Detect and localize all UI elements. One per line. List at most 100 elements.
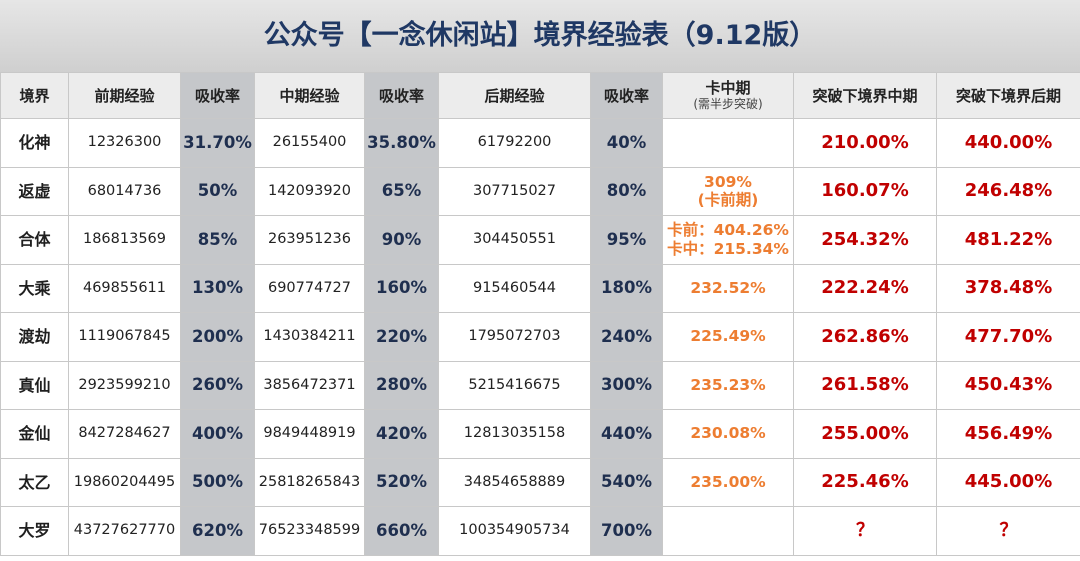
row: 太乙 19860204495 500% 25818265843 520% 34854658…: [0, 457, 1080, 507]
cell: 160%: [364, 263, 439, 313]
cell: 61792200: [438, 118, 591, 168]
cell: 大罗: [0, 506, 69, 556]
cell: 金仙: [0, 409, 69, 459]
cell: 35.80%: [364, 118, 439, 168]
cell: 95%: [590, 215, 663, 265]
cell: 160.07%: [793, 166, 937, 216]
cell: [662, 506, 794, 556]
cell: 3856472371: [254, 360, 365, 410]
cell: 440.00%: [936, 118, 1080, 168]
row: 返虚 68014736 50% 142093920 65% 307715027 80% 309…: [0, 166, 1080, 216]
title: 公众号【一念休闲站】境界经验表（9.12版）: [0, 0, 1080, 72]
cell: 200%: [180, 312, 255, 362]
cell-line: (需半步突破): [693, 97, 763, 112]
cell: 9849448919: [254, 409, 365, 459]
cell: 1795072703: [438, 312, 591, 362]
cell: 186813569: [68, 215, 181, 265]
cell: 469855611: [68, 263, 181, 313]
cell: [662, 118, 794, 168]
cell: 477.70%: [936, 312, 1080, 362]
row: 合体 186813569 85% 263951236 90% 304450551 95% 卡前…: [0, 215, 1080, 265]
cell: 220%: [364, 312, 439, 362]
cell: 12813035158: [438, 409, 591, 459]
header-cell: 卡中期 (需半步突破): [662, 72, 794, 119]
cell: 232.52%: [662, 263, 794, 313]
cell: 690774727: [254, 263, 365, 313]
cell: 915460544: [438, 263, 591, 313]
header-cell: 吸收率: [180, 72, 255, 119]
cell: 540%: [590, 457, 663, 507]
cell: 太乙: [0, 457, 69, 507]
cell: 235.23%: [662, 360, 794, 410]
cell: 25818265843: [254, 457, 365, 507]
cell: 65%: [364, 166, 439, 216]
cell: 真仙: [0, 360, 69, 410]
row: 大罗 43727627770 620% 76523348599 660% 10035490…: [0, 506, 1080, 556]
cell: 12326300: [68, 118, 181, 168]
cell: 230.08%: [662, 409, 794, 459]
row: 大乘 469855611 130% 690774727 160% 915460544 180…: [0, 263, 1080, 313]
cell: 大乘: [0, 263, 69, 313]
cell: 450.43%: [936, 360, 1080, 410]
cell: 85%: [180, 215, 255, 265]
cell: 420%: [364, 409, 439, 459]
cell: 261.58%: [793, 360, 937, 410]
cell: 309% (卡前期): [662, 166, 794, 216]
cell-line: 卡中：215.34%: [667, 239, 789, 258]
header-cell: 前期经验: [68, 72, 181, 119]
cell: 456.49%: [936, 409, 1080, 459]
cell: 化神: [0, 118, 69, 168]
cell: 481.22%: [936, 215, 1080, 265]
row: 化神 12326300 31.70% 26155400 35.80% 61792200 40…: [0, 118, 1080, 168]
cell: 210.00%: [793, 118, 937, 168]
cell: 80%: [590, 166, 663, 216]
cell: 445.00%: [936, 457, 1080, 507]
cell: 8427284627: [68, 409, 181, 459]
cell-line: (卡前期): [697, 191, 759, 210]
cell: 500%: [180, 457, 255, 507]
header-cell: 境界: [0, 72, 69, 119]
cell: 300%: [590, 360, 663, 410]
cell: 卡前：404.26% 卡中：215.34%: [662, 215, 794, 265]
cell: 26155400: [254, 118, 365, 168]
header-row: 境界 前期经验 吸收率 中期经验 吸收率 后期经验 吸收率 卡中期 (需半步突破) 突破下境界中期…: [0, 72, 1080, 119]
cell: ？: [936, 506, 1080, 556]
cell: 260%: [180, 360, 255, 410]
cell: 1430384211: [254, 312, 365, 362]
cell: 222.24%: [793, 263, 937, 313]
cell: 700%: [590, 506, 663, 556]
cell: 304450551: [438, 215, 591, 265]
cell: 255.00%: [793, 409, 937, 459]
cell: 225.46%: [793, 457, 937, 507]
cell: 263951236: [254, 215, 365, 265]
cell: 225.49%: [662, 312, 794, 362]
row: 渡劫 1119067845 200% 1430384211 220% 1795072703…: [0, 312, 1080, 362]
cell: 1119067845: [68, 312, 181, 362]
cell: 180%: [590, 263, 663, 313]
cell: 280%: [364, 360, 439, 410]
cell: 240%: [590, 312, 663, 362]
header-cell: 吸收率: [364, 72, 439, 119]
cell: 262.86%: [793, 312, 937, 362]
cell: 31.70%: [180, 118, 255, 168]
cell: 合体: [0, 215, 69, 265]
cell: 50%: [180, 166, 255, 216]
cell: 76523348599: [254, 506, 365, 556]
header-cell: 后期经验: [438, 72, 591, 119]
header-cell: 突破下境界后期: [936, 72, 1080, 119]
cell: 620%: [180, 506, 255, 556]
cell: 2923599210: [68, 360, 181, 410]
cell: 307715027: [438, 166, 591, 216]
header-cell: 突破下境界中期: [793, 72, 937, 119]
cell: 渡劫: [0, 312, 69, 362]
realm-table: 境界 前期经验 吸收率 中期经验 吸收率 后期经验 吸收率 卡中期 (需半步突破) 突破下境界中期…: [0, 72, 1080, 556]
cell: 254.32%: [793, 215, 937, 265]
row: 金仙 8427284627 400% 9849448919 420% 1281303515…: [0, 409, 1080, 459]
cell: 43727627770: [68, 506, 181, 556]
cell: 440%: [590, 409, 663, 459]
cell: 34854658889: [438, 457, 591, 507]
cell: 68014736: [68, 166, 181, 216]
cell: 40%: [590, 118, 663, 168]
cell: 235.00%: [662, 457, 794, 507]
